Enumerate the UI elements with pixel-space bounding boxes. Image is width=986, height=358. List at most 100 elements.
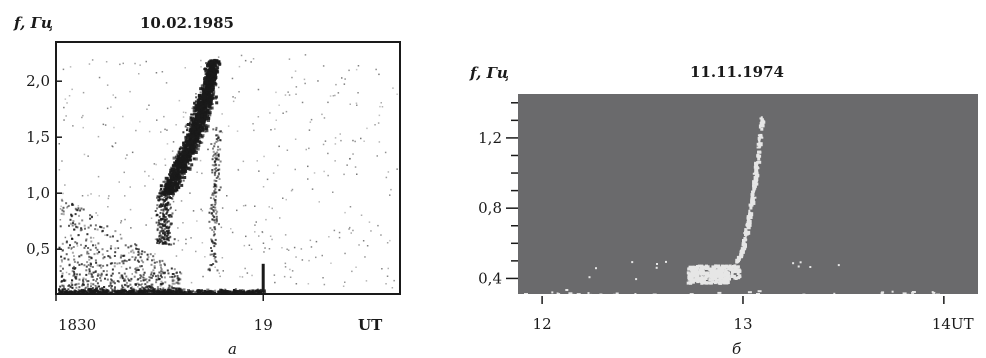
data-point [190,125,194,128]
data-point [133,275,136,278]
data-point [84,278,87,281]
data-point [197,144,201,148]
data-point [167,188,170,191]
data-point [168,174,171,177]
data-point [105,61,108,63]
data-point [284,262,287,265]
y-tick-label: 0,5 [26,240,50,258]
data-point [196,108,200,112]
data-point [139,265,142,268]
signal-mark [615,292,619,295]
signal-mark [743,236,746,239]
signal-mark [716,265,719,269]
data-point [97,135,100,138]
signal-mark [701,272,705,276]
data-point [333,229,336,232]
data-point [161,229,163,232]
signal-mark [687,267,691,271]
signal-mark [727,271,731,275]
data-point [310,246,313,248]
signal-mark [758,140,761,145]
data-point [73,260,76,263]
data-point [195,146,198,149]
data-point [59,265,62,268]
data-point [163,188,166,191]
signal-mark [695,265,699,268]
data-point [159,211,162,214]
data-point [129,266,132,269]
data-point [113,282,116,285]
data-point [184,164,187,167]
signal-mark [656,263,658,265]
data-point [159,274,162,277]
data-point [386,275,389,277]
data-point [221,207,224,209]
data-point [198,289,201,292]
data-point [216,210,219,213]
data-point [60,198,63,201]
data-point [172,182,176,185]
data-point [67,204,70,207]
data-point [159,222,162,225]
data-point [76,261,79,264]
data-point [170,173,174,177]
data-point [323,283,326,286]
data-point [162,272,165,275]
signal-mark [740,255,743,259]
data-point [164,208,166,211]
data-point [168,191,171,194]
signal-mark [738,269,742,273]
signal-mark [741,242,744,247]
data-point [156,204,159,207]
data-point [185,162,188,165]
data-point [257,290,260,293]
data-point [119,256,122,259]
data-point [73,255,75,257]
data-point [211,103,214,106]
data-point [252,58,255,60]
signal-mark [696,277,700,281]
data-point [185,151,189,154]
signal-mark [568,292,573,295]
data-point [79,229,82,232]
data-point [174,173,177,175]
data-point [323,117,326,119]
baseline [518,294,978,296]
data-point [70,247,73,250]
data-point [152,287,155,289]
data-point [171,212,174,215]
data-point [262,186,265,188]
data-point [162,201,165,204]
data-point [95,289,98,292]
data-point [202,121,204,123]
data-point [127,246,130,249]
signal-mark [747,217,749,221]
data-point [178,147,181,150]
data-point [258,170,260,172]
data-point [163,220,166,223]
data-point [156,238,159,241]
data-point [168,229,170,232]
data-point [212,155,215,158]
data-point [122,289,126,293]
data-point [194,125,197,128]
data-point [192,112,196,116]
data-point [199,105,203,109]
data-point [207,65,211,69]
data-point [214,96,217,100]
data-point [208,85,211,89]
signal-mark [730,275,734,278]
data-point [243,244,246,247]
data-point [186,166,189,169]
data-point [175,159,178,163]
signal-mark [709,269,713,273]
data-point [192,116,195,119]
data-point [62,284,65,287]
data-point [81,291,85,295]
signal-mark [721,269,725,273]
data-point [58,169,61,171]
data-point [217,155,220,158]
data-point [121,290,125,294]
data-point [124,279,127,282]
data-point [177,227,179,229]
